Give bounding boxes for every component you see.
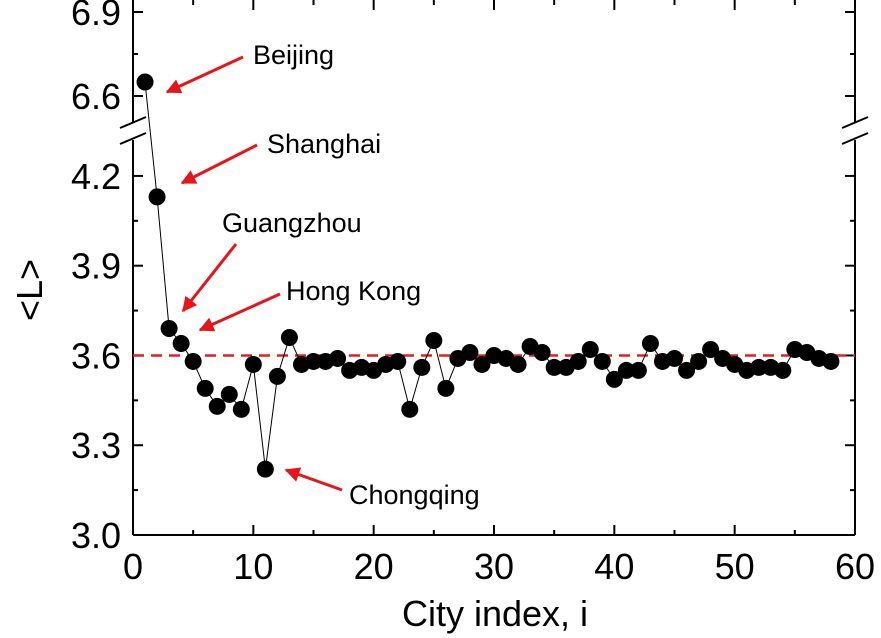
x-axis-title: City index, i — [402, 593, 588, 634]
data-point — [136, 73, 154, 91]
y-tick-label: 3.9 — [71, 246, 121, 287]
x-tick-label: 50 — [715, 546, 755, 587]
data-point — [774, 361, 792, 379]
plot-area: 0 10 20 30 40 50 60 3.0 3.3 3.6 3.9 4.2 6.6 6.9 Beijin… — [71, 0, 875, 587]
y-axis-break-mark-2 — [119, 132, 147, 145]
data-point — [509, 355, 527, 373]
y-tick-label: 3.6 — [71, 335, 121, 376]
data-point — [172, 334, 190, 352]
data-point — [581, 340, 599, 358]
annotation-label: Guangzhou — [222, 208, 362, 238]
data-point — [629, 361, 647, 379]
data-point — [822, 352, 840, 370]
annotation-arrow — [198, 292, 281, 332]
data-point — [280, 329, 298, 347]
x-tick-label: 20 — [354, 546, 394, 587]
x-tick-label: 0 — [123, 546, 143, 587]
data-point — [702, 340, 720, 358]
data-point — [196, 379, 214, 397]
data-point — [401, 400, 419, 418]
data-point — [545, 358, 563, 376]
data-point — [750, 358, 768, 376]
annotation-label: Beijing — [253, 40, 334, 70]
annotation-label: Chongqing — [349, 480, 480, 510]
annotation-arrow — [181, 243, 238, 313]
y-tick-label: 6.6 — [71, 76, 121, 117]
y-axis-title: <L> — [9, 259, 50, 321]
x-tick-label: 40 — [594, 546, 634, 587]
data-point — [232, 400, 250, 418]
data-point — [678, 361, 696, 379]
annotation-label: Hong Kong — [286, 276, 421, 306]
data-point — [329, 349, 347, 367]
annotation-arrow — [284, 467, 343, 492]
data-point — [244, 355, 262, 373]
data-point — [617, 361, 635, 379]
y-tick-label: 3.3 — [71, 425, 121, 466]
data-point — [533, 343, 551, 361]
data-point — [389, 352, 407, 370]
data-point — [690, 352, 708, 370]
data-point — [268, 367, 286, 385]
data-point — [641, 334, 659, 352]
right-axis-break-mark-1 — [841, 116, 869, 129]
data-point — [569, 352, 587, 370]
data-point — [425, 332, 443, 349]
annotation-label: Shanghai — [267, 129, 381, 159]
data-point — [256, 460, 274, 478]
data-point — [413, 358, 431, 376]
y-tick-label: 6.9 — [71, 0, 121, 33]
y-tick-label: 4.2 — [71, 156, 121, 197]
data-point — [184, 352, 202, 370]
x-tick-label: 60 — [835, 546, 875, 587]
data-point — [148, 188, 166, 206]
annotation-arrow — [180, 143, 258, 185]
data-point — [437, 379, 455, 397]
data-point — [666, 349, 683, 367]
data-point — [220, 385, 238, 403]
data-point — [605, 370, 623, 388]
y-axis-break-mark-1 — [119, 116, 147, 129]
x-tick-label: 30 — [474, 546, 514, 587]
data-point — [160, 320, 178, 338]
data-point — [305, 352, 322, 370]
annotation-arrow — [165, 55, 244, 94]
y-tick-label: 3.0 — [71, 515, 121, 556]
data-point — [461, 343, 479, 361]
data-point — [593, 352, 611, 370]
data-point — [208, 397, 226, 415]
right-axis-break-mark-2 — [841, 132, 869, 145]
x-tick-label: 10 — [233, 546, 273, 587]
data-point — [473, 355, 491, 373]
